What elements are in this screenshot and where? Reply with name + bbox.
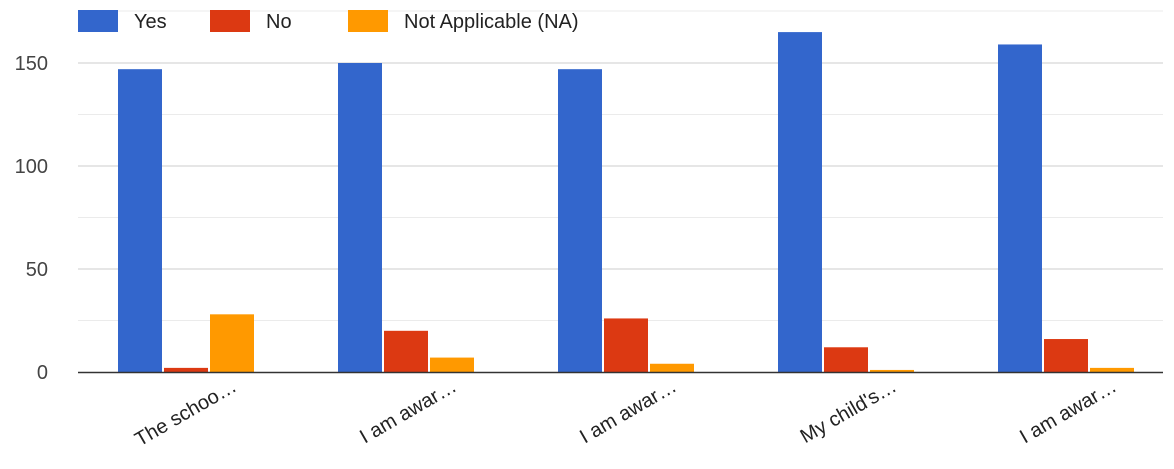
bar-yes-2 <box>338 63 382 372</box>
bar-not-applicable-na-1 <box>210 314 254 372</box>
bar-no-2 <box>384 330 428 372</box>
x-tick-label: I am awar… <box>356 375 460 448</box>
bar-no-4 <box>824 347 868 372</box>
x-tick-label: My child's… <box>797 375 901 448</box>
bar-not-applicable-na-4 <box>870 369 914 372</box>
bar-no-5 <box>1044 339 1088 372</box>
legend-swatch <box>348 10 388 32</box>
y-tick-label: 100 <box>15 156 48 178</box>
legend-swatch <box>78 10 118 32</box>
legend-label: Yes <box>134 11 167 33</box>
legend-item: Yes <box>78 10 167 33</box>
y-tick-label: 50 <box>26 259 48 281</box>
bars <box>118 32 1134 373</box>
bar-not-applicable-na-3 <box>650 363 694 372</box>
legend-label: No <box>266 11 292 33</box>
bar-not-applicable-na-2 <box>430 357 474 372</box>
legend-item: Not Applicable (NA) <box>348 10 579 33</box>
bar-yes-5 <box>998 44 1042 373</box>
bar-yes-3 <box>558 69 602 373</box>
legend: Yes No Not Applicable (NA) <box>78 10 579 33</box>
bar-no-3 <box>604 318 648 372</box>
x-axis: The schoo… I am awar… I am awar… My child's… <box>78 371 1163 451</box>
bar-no-1 <box>164 367 208 372</box>
legend-swatch <box>210 10 250 32</box>
bar-not-applicable-na-5 <box>1090 367 1134 372</box>
bar-yes-1 <box>118 69 162 373</box>
y-tick-label: 150 <box>15 53 48 75</box>
x-tick-label: The schoo… <box>131 375 240 451</box>
gridlines <box>78 10 1163 321</box>
legend-item: No <box>210 10 292 33</box>
legend-label: Not Applicable (NA) <box>404 11 579 33</box>
x-tick-label: I am awar… <box>576 375 680 448</box>
y-axis: 0 50 100 150 <box>15 53 48 384</box>
y-tick-label: 0 <box>37 362 48 384</box>
bar-yes-4 <box>778 32 822 372</box>
x-tick-label: I am awar… <box>1016 375 1120 448</box>
